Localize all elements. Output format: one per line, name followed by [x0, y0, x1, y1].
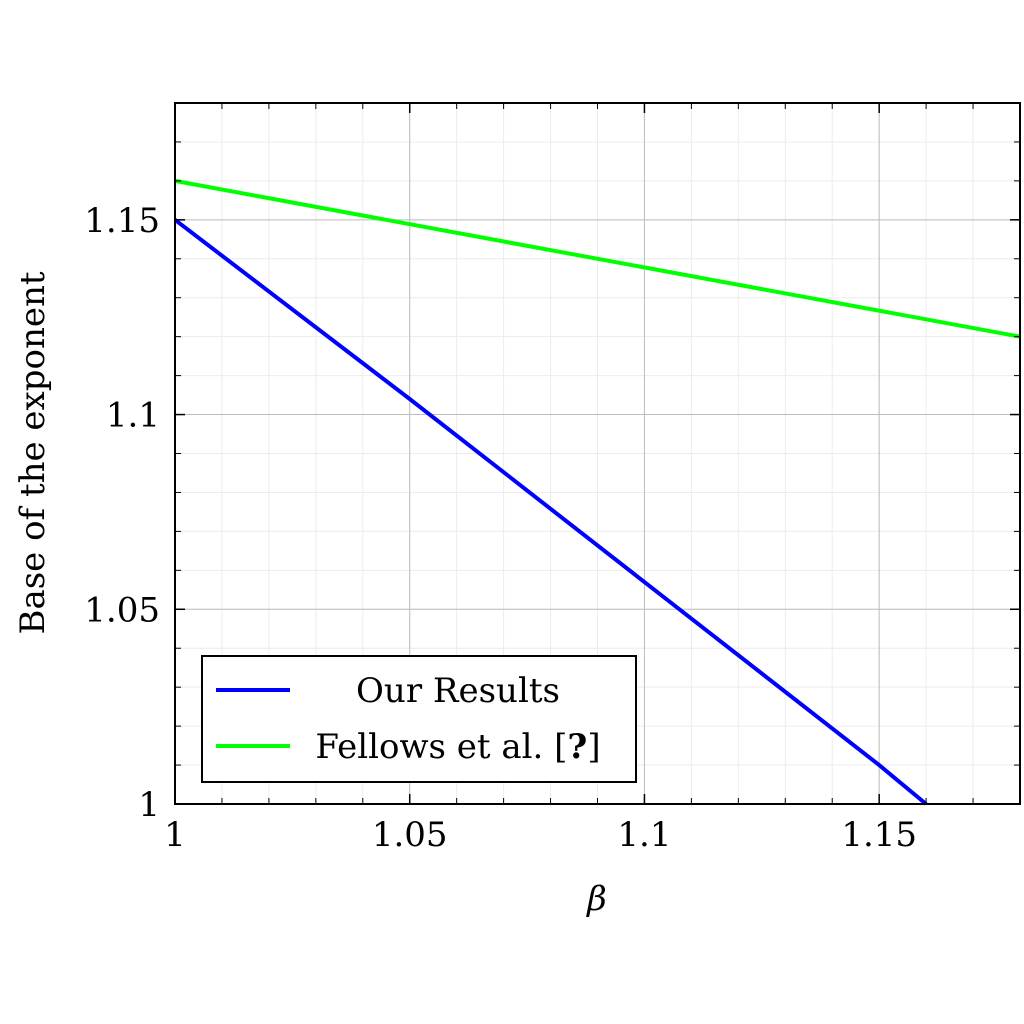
- y-tick-label: 1.1: [106, 396, 160, 436]
- series-layer: [173, 178, 1021, 806]
- y-tick-label: 1.15: [84, 201, 160, 241]
- legend-label-fellows-close: ]: [587, 727, 600, 767]
- axis-ticks: [174, 102, 1021, 805]
- y-tick-label: 1: [138, 785, 160, 825]
- legend: Our Results Fellows et al. [?]: [201, 655, 637, 783]
- x-tick-label: 1: [164, 815, 186, 855]
- x-tick-label: 1.15: [841, 815, 917, 855]
- tick-labels: 1 1.05 1.1 1.15 1 1.05 1.1 1.15: [84, 201, 917, 855]
- legend-label-fellows-text: Fellows et al. [: [315, 727, 567, 767]
- x-tick-label: 1.05: [372, 815, 448, 855]
- legend-label-fellows: Fellows et al. [?]: [315, 727, 600, 767]
- x-axis-label: β: [585, 879, 607, 919]
- legend-label-fellows-ref: ?: [567, 727, 587, 767]
- legend-label-our-results: Our Results: [356, 671, 560, 711]
- series-line-0: [173, 218, 928, 806]
- x-tick-label: 1.1: [617, 815, 671, 855]
- y-tick-label: 1.05: [84, 590, 160, 630]
- series-line-1: [174, 178, 1021, 339]
- legend-box: [201, 655, 637, 783]
- y-axis-label: Base of the exponent: [13, 271, 53, 634]
